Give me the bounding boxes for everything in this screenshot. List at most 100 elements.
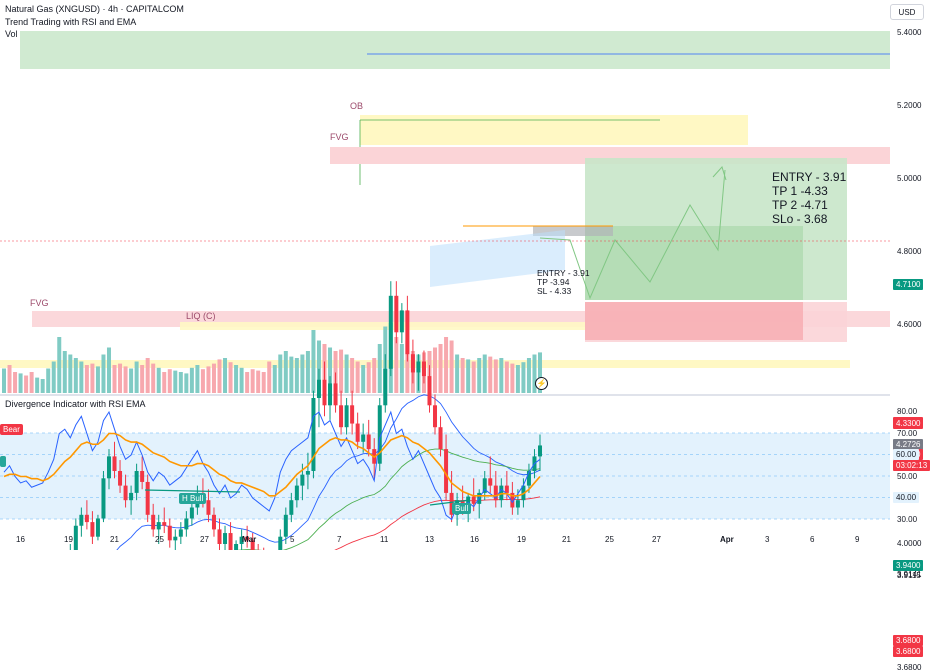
- volume-bar: [444, 337, 449, 393]
- candle-body: [333, 383, 338, 406]
- volume-bar: [344, 354, 349, 393]
- price-tag: 3.9400: [893, 559, 924, 571]
- divergence-indicator-title[interactable]: Divergence Indicator with RSI EMA: [5, 399, 146, 409]
- candle-body: [118, 471, 123, 486]
- volume-bar: [13, 372, 18, 393]
- volume-bar: [18, 373, 23, 393]
- volume-bar: [289, 356, 294, 393]
- volume-bar: [515, 365, 520, 393]
- candle-body: [350, 405, 355, 424]
- price-tick: 5.2000: [897, 101, 922, 110]
- channel-box: [430, 230, 565, 287]
- bull-left-badge: [0, 456, 6, 467]
- volume-bar: [300, 354, 305, 393]
- volume-bar: [189, 367, 194, 393]
- candle-body: [228, 533, 233, 550]
- candle-body: [294, 485, 299, 501]
- indicator-trend-label[interactable]: Trend Trading with RSI and EMA: [5, 17, 137, 27]
- candle-body: [90, 522, 95, 537]
- time-tick: 16: [470, 535, 479, 544]
- volume-bar: [2, 368, 6, 393]
- candle-body: [316, 379, 321, 398]
- candle-body: [145, 481, 150, 515]
- volume-bar: [526, 358, 531, 393]
- chart-canvas[interactable]: [0, 0, 932, 550]
- lightning-icon[interactable]: ⚡: [535, 377, 548, 390]
- volume-bar: [455, 354, 460, 393]
- volume-bar: [438, 344, 443, 393]
- fvg-top-label: FVG: [330, 132, 349, 142]
- volume-bar: [173, 370, 178, 393]
- volume-bar: [372, 358, 377, 393]
- candle-body: [311, 398, 316, 471]
- candle-body: [488, 478, 493, 486]
- volume-bar: [355, 361, 360, 393]
- trade-entry: ENTRY - 3.91: [772, 170, 847, 184]
- candle-body: [427, 376, 432, 406]
- candle-body: [328, 383, 333, 406]
- volume-bar: [84, 365, 89, 393]
- bear-badge: Bear: [0, 424, 23, 435]
- currency-button[interactable]: USD: [890, 4, 924, 20]
- volume-bar: [46, 368, 51, 393]
- candle-body: [211, 514, 216, 530]
- candle-body: [526, 471, 531, 486]
- candle-body: [123, 485, 128, 501]
- rsi-line: [3, 410, 541, 521]
- volume-bar: [267, 361, 272, 393]
- volume-bar: [433, 347, 438, 393]
- candle-body: [366, 434, 371, 450]
- candle-body: [377, 405, 382, 464]
- candle-body: [283, 514, 288, 537]
- price-tick: 4.0000: [897, 539, 922, 548]
- trade-tp1: TP 1 -4.33: [772, 184, 828, 198]
- candle-body: [156, 522, 161, 530]
- volume-bar: [184, 373, 189, 393]
- candle-body: [206, 500, 211, 515]
- rsi-tag: 40.00: [893, 492, 920, 503]
- candle-body: [355, 423, 360, 442]
- candle-body: [421, 361, 426, 377]
- volume-bar: [156, 367, 161, 393]
- candle-body: [405, 310, 410, 355]
- candle-body: [493, 485, 498, 501]
- candle-body: [444, 449, 449, 493]
- small-trade-box: [533, 226, 613, 236]
- time-tick: 16: [16, 535, 25, 544]
- projection-path: [539, 169, 726, 300]
- volume-bar: [217, 359, 222, 393]
- candle-body: [383, 368, 388, 406]
- fvg-left-label: FVG: [30, 298, 49, 308]
- green-zone-top: [20, 31, 890, 69]
- price-tick: 3.9115: [897, 571, 921, 581]
- candle-body: [223, 533, 228, 544]
- volume-bar: [405, 340, 410, 393]
- candle-body: [239, 536, 244, 544]
- volume-bar: [377, 344, 382, 393]
- volume-bar: [68, 354, 73, 393]
- candle-body: [416, 361, 421, 373]
- chart-title: Natural Gas (XNGUSD) · 4h · CAPITALCOM: [5, 4, 184, 14]
- volume-bar: [311, 330, 316, 393]
- trade-tp2: TP 2 -4.71: [772, 198, 828, 212]
- volume-bar: [361, 365, 366, 393]
- candle-body: [510, 492, 515, 508]
- trade-plan-text: ENTRY - 3.91 TP 1 -4.33 TP 2 -4.71 SLo -…: [772, 170, 846, 226]
- volume-bar: [278, 354, 283, 393]
- volume-bar: [200, 369, 205, 393]
- volume-bar: [538, 352, 542, 393]
- time-tick: 25: [605, 535, 614, 544]
- candle-body: [305, 471, 310, 475]
- time-tick: 19: [517, 535, 526, 544]
- volume-bar: [167, 369, 172, 393]
- time-tick: 27: [652, 535, 661, 544]
- candle-body: [112, 456, 117, 471]
- volume-bar: [482, 354, 487, 393]
- candle-body: [95, 518, 100, 537]
- time-tick: 27: [200, 535, 209, 544]
- volume-bar: [399, 344, 404, 393]
- volume-bar: [366, 362, 371, 393]
- candle-body: [515, 500, 520, 508]
- indicator-vol-label[interactable]: Vol: [5, 29, 18, 39]
- volume-bar: [460, 358, 465, 393]
